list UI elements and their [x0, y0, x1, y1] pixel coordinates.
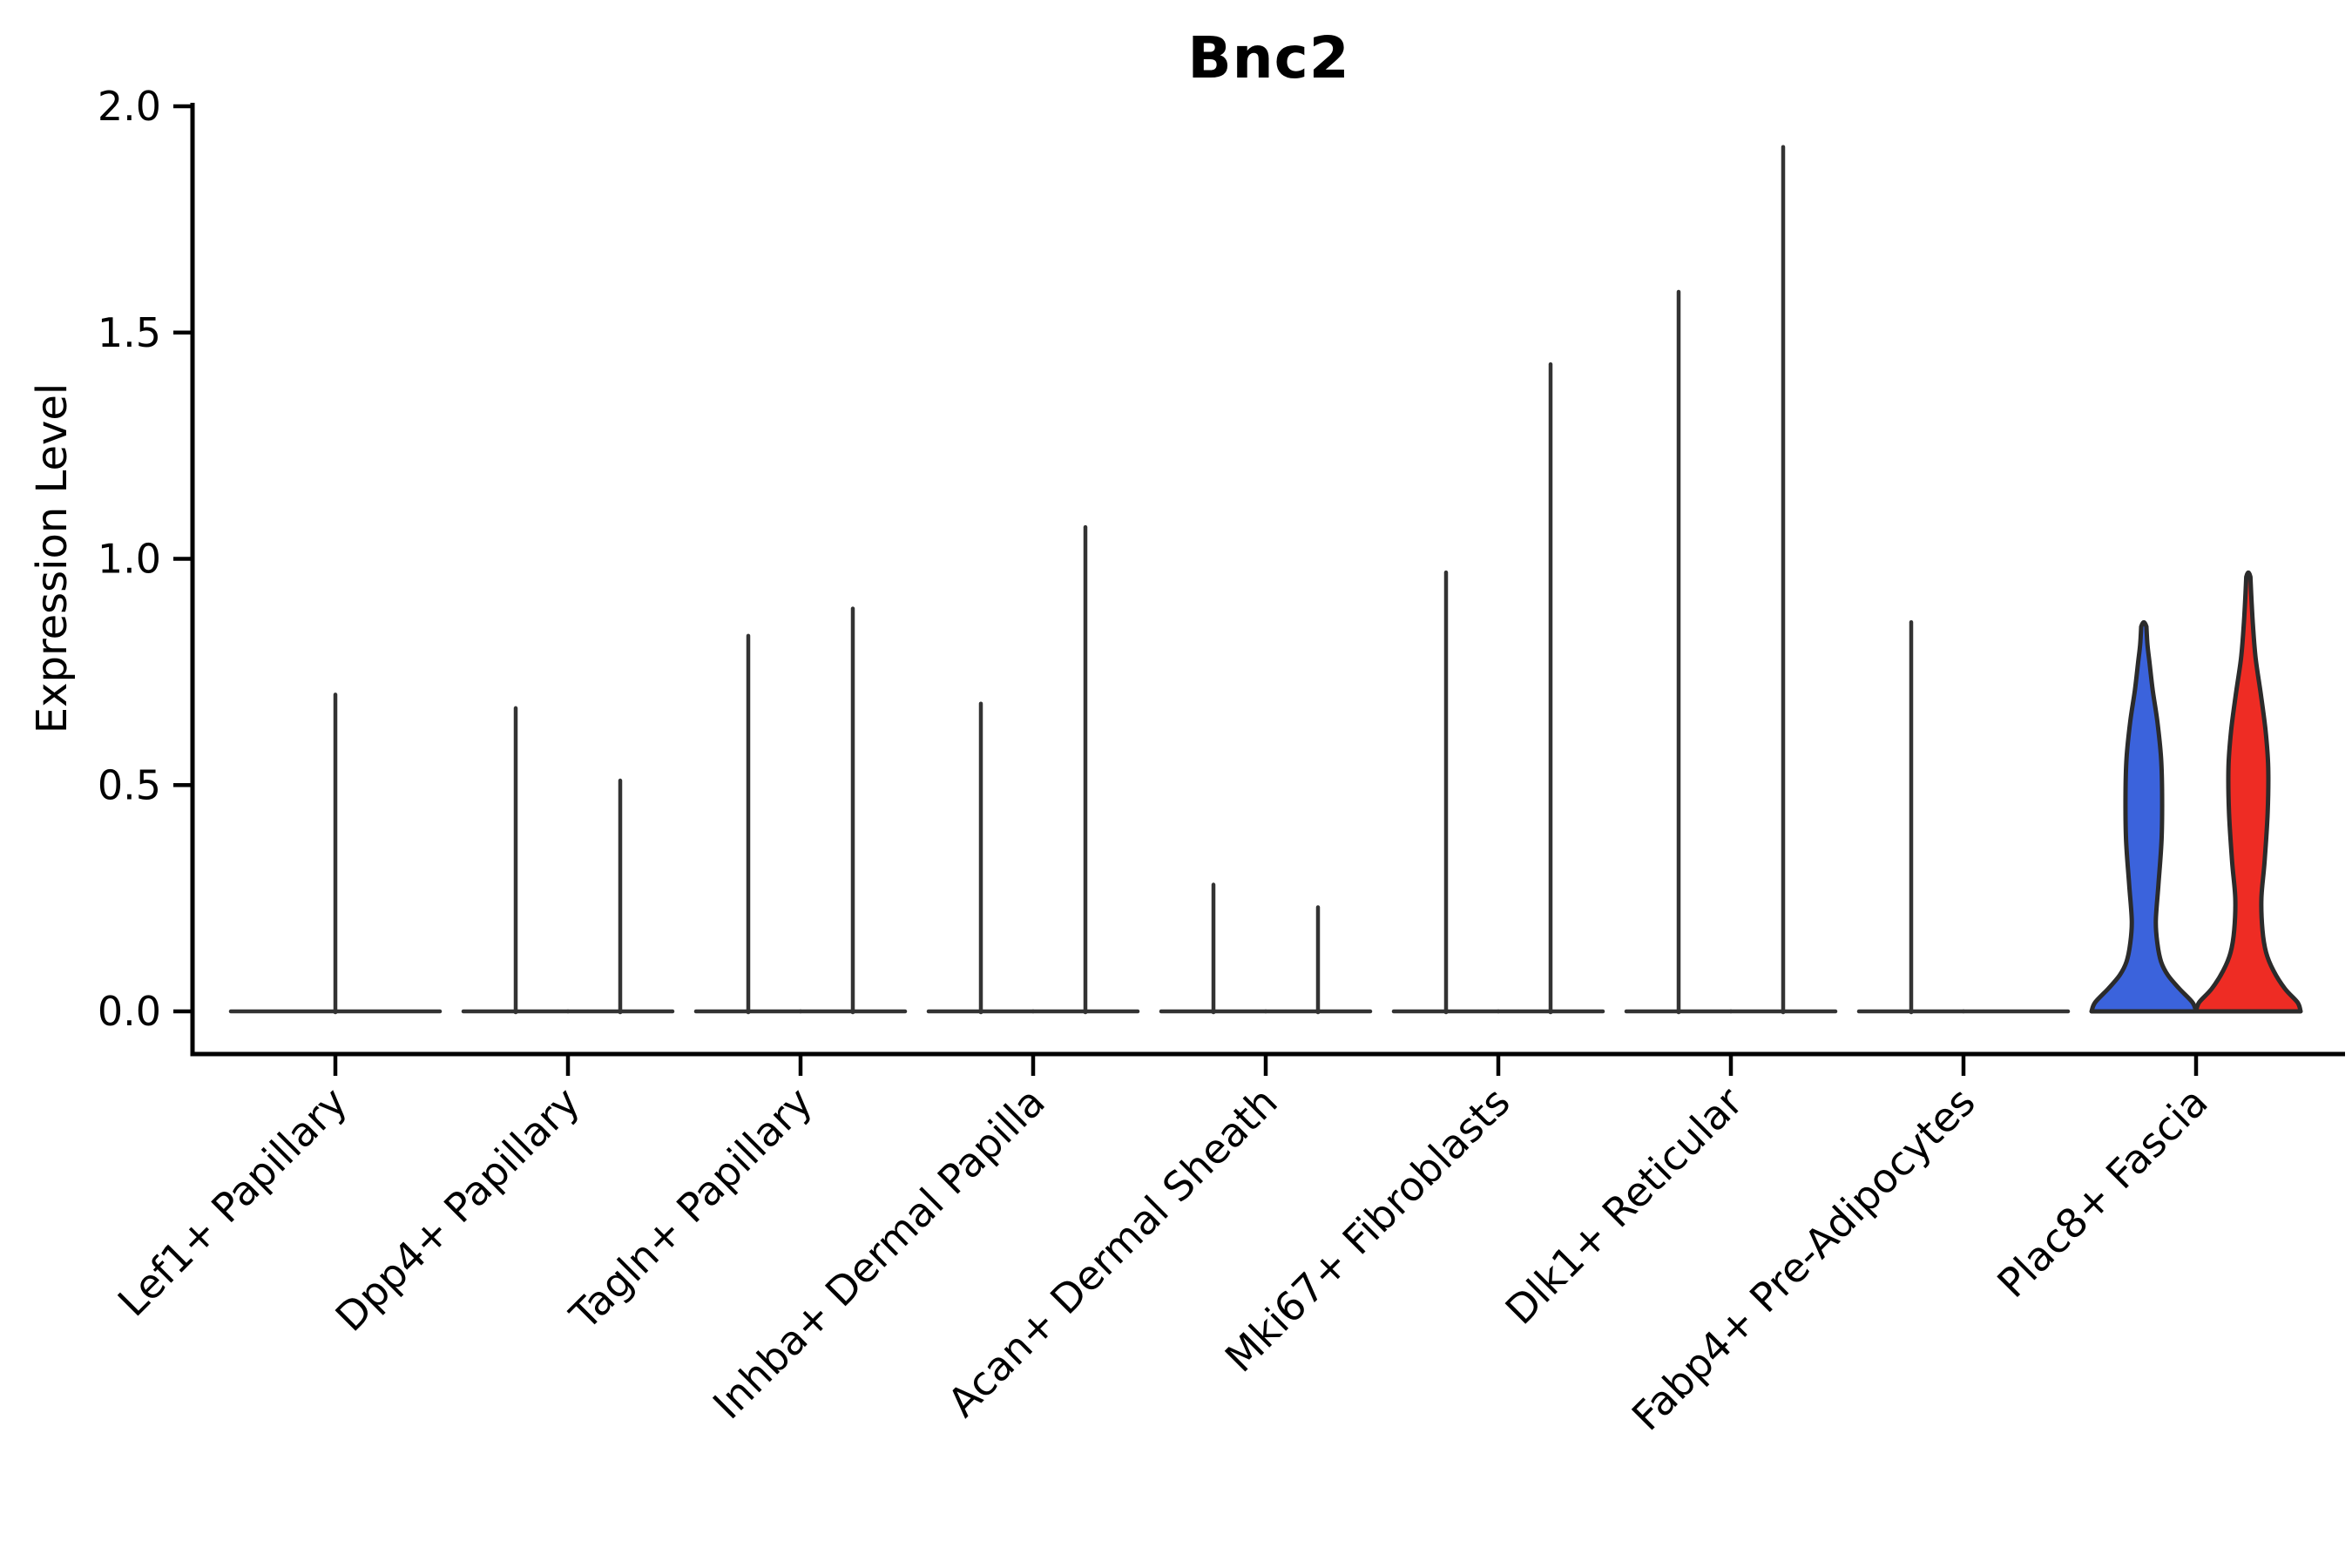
x-tick-label: Tagln+ Papillary — [560, 1078, 821, 1340]
y-tick-label: 0.0 — [98, 988, 161, 1035]
y-tick-label: 1.5 — [98, 309, 161, 356]
y-tick-label: 2.0 — [98, 83, 161, 130]
x-tick-label: Plac8+ Fascia — [1988, 1078, 2216, 1307]
chart-title: Bnc2 — [1187, 24, 1350, 91]
y-tick-label: 0.5 — [98, 761, 161, 808]
violin-body-blue — [2089, 619, 2199, 1014]
x-tick-label: Dpp4+ Papillary — [327, 1078, 589, 1341]
y-tick-label: 1.0 — [98, 536, 161, 583]
violin-body-red — [2193, 570, 2303, 1014]
x-tick-label: Dlk1+ Reticular — [1497, 1078, 1752, 1334]
x-tick-label: Lef1+ Papillary — [109, 1078, 356, 1326]
